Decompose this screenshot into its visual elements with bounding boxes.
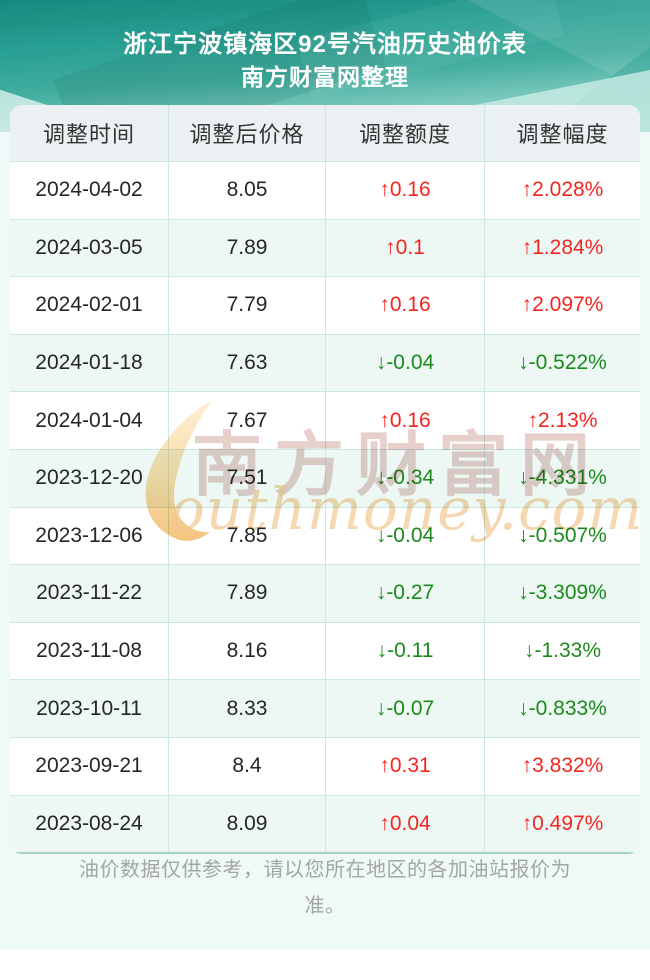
cell-change-amount: ↓-0.11 xyxy=(325,622,484,680)
cell-change-amount: ↑0.1 xyxy=(325,219,484,277)
cell-adjust-date: 2024-01-18 xyxy=(35,351,143,375)
column-header-change-amount: 调整额度 xyxy=(325,105,484,161)
table-row: 2023-11-08 8.16 ↓-0.11 ↓-1.33% xyxy=(10,621,640,680)
cell-price-after: 7.89 xyxy=(168,565,325,622)
cell-adjust-date: 2023-09-21 xyxy=(35,754,143,778)
cell-change-percent: ↓-0.522% xyxy=(484,334,640,392)
cell-adjust-date: 2024-04-02 xyxy=(35,178,143,202)
table-row: 2023-12-20 7.51 ↓-0.34 ↓-4.331% xyxy=(10,448,640,507)
cell-change-amount: ↓-0.04 xyxy=(325,507,484,565)
cell-change-percent: ↓-0.507% xyxy=(484,507,640,565)
cell-price-after: 8.16 xyxy=(168,622,325,680)
table-row: 2024-01-04 7.67 ↑0.16 ↑2.13% xyxy=(10,391,640,449)
cell-change-percent: ↑1.284% xyxy=(484,219,640,277)
column-header-adjust-date: 调整时间 xyxy=(42,122,135,147)
cell-change-percent: ↑0.497% xyxy=(484,795,640,853)
disclaimer-text: 油价数据仅供参考，请以您所在地区的各加油站报价为准。 xyxy=(79,859,571,917)
cell-change-amount: ↓-0.34 xyxy=(325,449,484,507)
table-row: 2023-10-11 8.33 ↓-0.07 ↓-0.833% xyxy=(10,679,640,737)
table-row: 2024-03-05 7.89 ↑0.1 ↑1.284% xyxy=(10,218,640,277)
cell-change-amount: ↑0.04 xyxy=(325,795,484,853)
table-row: 2023-11-22 7.89 ↓-0.27 ↓-3.309% xyxy=(10,564,640,622)
table-row: 2023-08-24 8.09 ↑0.04 ↑0.497% xyxy=(10,794,640,855)
table-row: 2023-12-06 7.85 ↓-0.04 ↓-0.507% xyxy=(10,506,640,565)
cell-change-amount: ↑0.31 xyxy=(325,737,484,795)
price-table-body: 2024-04-02 8.05 ↑0.16 ↑2.028% 2024-03-05… xyxy=(10,161,640,855)
cell-change-percent: ↑2.028% xyxy=(484,162,640,219)
cell-change-amount: ↓-0.27 xyxy=(325,565,484,622)
table-row: 2024-01-18 7.63 ↓-0.04 ↓-0.522% xyxy=(10,333,640,392)
cell-price-after: 8.33 xyxy=(168,680,325,737)
cell-price-after: 7.63 xyxy=(168,334,325,392)
cell-change-amount: ↓-0.04 xyxy=(325,334,484,392)
cell-price-after: 7.85 xyxy=(168,507,325,565)
cell-change-amount: ↑0.16 xyxy=(325,392,484,449)
cell-change-percent: ↓-3.309% xyxy=(484,565,640,622)
cell-adjust-date: 2023-12-20 xyxy=(35,466,143,490)
cell-price-after: 8.09 xyxy=(168,795,325,853)
cell-change-percent: ↓-4.331% xyxy=(484,449,640,507)
cell-price-after: 8.05 xyxy=(168,162,325,219)
page-subtitle: 南方财富网整理 xyxy=(241,64,409,90)
cell-adjust-date: 2023-12-06 xyxy=(35,523,143,547)
cell-change-percent: ↓-0.833% xyxy=(484,680,640,737)
cell-change-percent: ↓-1.33% xyxy=(484,622,640,680)
column-header-change-percent: 调整幅度 xyxy=(484,105,640,161)
table-row: 2024-02-01 7.79 ↑0.16 ↑2.097% xyxy=(10,276,640,334)
cell-adjust-date: 2023-11-08 xyxy=(36,639,142,663)
page-title: 浙江宁波镇海区92号汽油历史油价表 xyxy=(123,31,527,58)
cell-adjust-date: 2023-10-11 xyxy=(36,696,142,720)
cell-change-percent: ↑3.832% xyxy=(484,737,640,795)
table-row: 2024-04-02 8.05 ↑0.16 ↑2.028% xyxy=(10,161,640,219)
footer: 油价数据仅供参考，请以您所在地区的各加油站报价为准。 xyxy=(0,852,650,924)
cell-adjust-date: 2024-03-05 xyxy=(35,235,143,259)
cell-price-after: 7.79 xyxy=(168,277,325,334)
cell-price-after: 8.4 xyxy=(168,737,325,795)
cell-change-amount: ↑0.16 xyxy=(325,162,484,219)
cell-price-after: 7.89 xyxy=(168,219,325,277)
cell-change-amount: ↓-0.07 xyxy=(325,680,484,737)
price-table: 调整时间 调整后价格 调整额度 调整幅度 2024-04-02 8.05 ↑0.… xyxy=(10,105,640,855)
table-row: 2023-09-21 8.4 ↑0.31 ↑3.832% xyxy=(10,736,640,795)
table-header-row: 调整时间 调整后价格 调整额度 调整幅度 xyxy=(10,105,640,161)
column-header-price-after: 调整后价格 xyxy=(168,105,325,161)
cell-adjust-date: 2024-01-04 xyxy=(35,408,143,432)
cell-price-after: 7.67 xyxy=(168,392,325,449)
cell-adjust-date: 2023-08-24 xyxy=(35,811,143,835)
cell-adjust-date: 2023-11-22 xyxy=(36,581,142,605)
cell-change-amount: ↑0.16 xyxy=(325,277,484,334)
cell-change-percent: ↑2.097% xyxy=(484,277,640,334)
cell-change-percent: ↑2.13% xyxy=(484,392,640,449)
cell-adjust-date: 2024-02-01 xyxy=(35,293,143,317)
cell-price-after: 7.51 xyxy=(168,449,325,507)
